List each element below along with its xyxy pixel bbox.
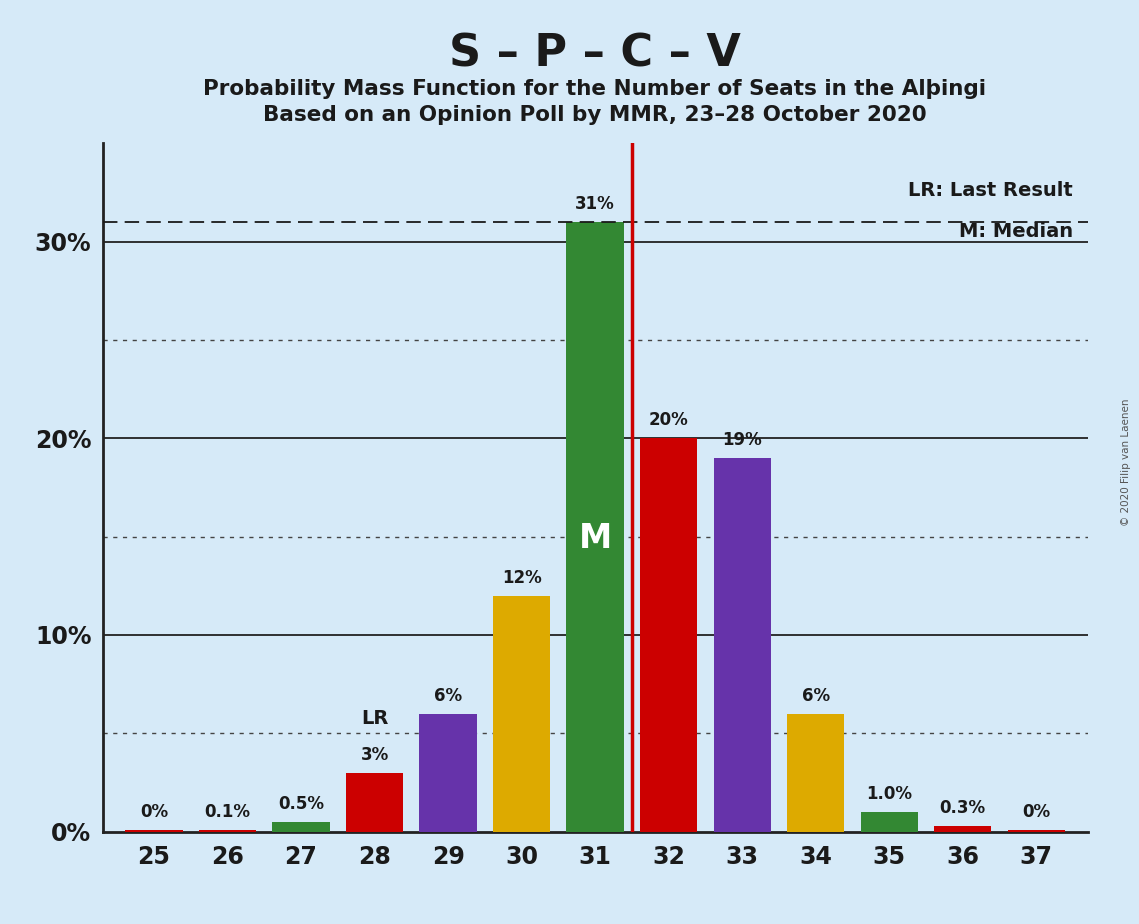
Text: M: Median: M: Median xyxy=(959,223,1073,241)
Bar xyxy=(713,458,771,832)
Text: 0.3%: 0.3% xyxy=(940,799,986,817)
Text: 0.1%: 0.1% xyxy=(205,803,251,821)
Text: Probability Mass Function for the Number of Seats in the Alþingi: Probability Mass Function for the Number… xyxy=(203,79,986,99)
Text: 6%: 6% xyxy=(802,687,830,705)
Text: M: M xyxy=(579,522,612,555)
Bar xyxy=(493,596,550,832)
Text: 0%: 0% xyxy=(140,803,169,821)
Bar xyxy=(419,713,477,832)
Text: LR: Last Result: LR: Last Result xyxy=(908,181,1073,201)
Bar xyxy=(787,713,844,832)
Bar xyxy=(934,826,991,832)
Text: S – P – C – V: S – P – C – V xyxy=(449,32,740,76)
Bar xyxy=(199,830,256,832)
Text: 0%: 0% xyxy=(1022,803,1050,821)
Bar xyxy=(125,830,182,832)
Text: 6%: 6% xyxy=(434,687,462,705)
Bar xyxy=(861,812,918,832)
Text: 3%: 3% xyxy=(360,746,388,764)
Text: Based on an Opinion Poll by MMR, 23–28 October 2020: Based on an Opinion Poll by MMR, 23–28 O… xyxy=(263,105,926,126)
Bar xyxy=(566,222,624,832)
Text: 12%: 12% xyxy=(501,569,541,587)
Text: 20%: 20% xyxy=(649,411,689,430)
Text: LR: LR xyxy=(361,710,388,728)
Text: 1.0%: 1.0% xyxy=(867,785,912,803)
Text: © 2020 Filip van Laenen: © 2020 Filip van Laenen xyxy=(1121,398,1131,526)
Text: 0.5%: 0.5% xyxy=(278,795,323,813)
Bar xyxy=(272,821,329,832)
Bar xyxy=(640,438,697,832)
Bar xyxy=(1008,830,1065,832)
Text: 19%: 19% xyxy=(722,432,762,449)
Bar xyxy=(346,772,403,832)
Text: 31%: 31% xyxy=(575,195,615,213)
